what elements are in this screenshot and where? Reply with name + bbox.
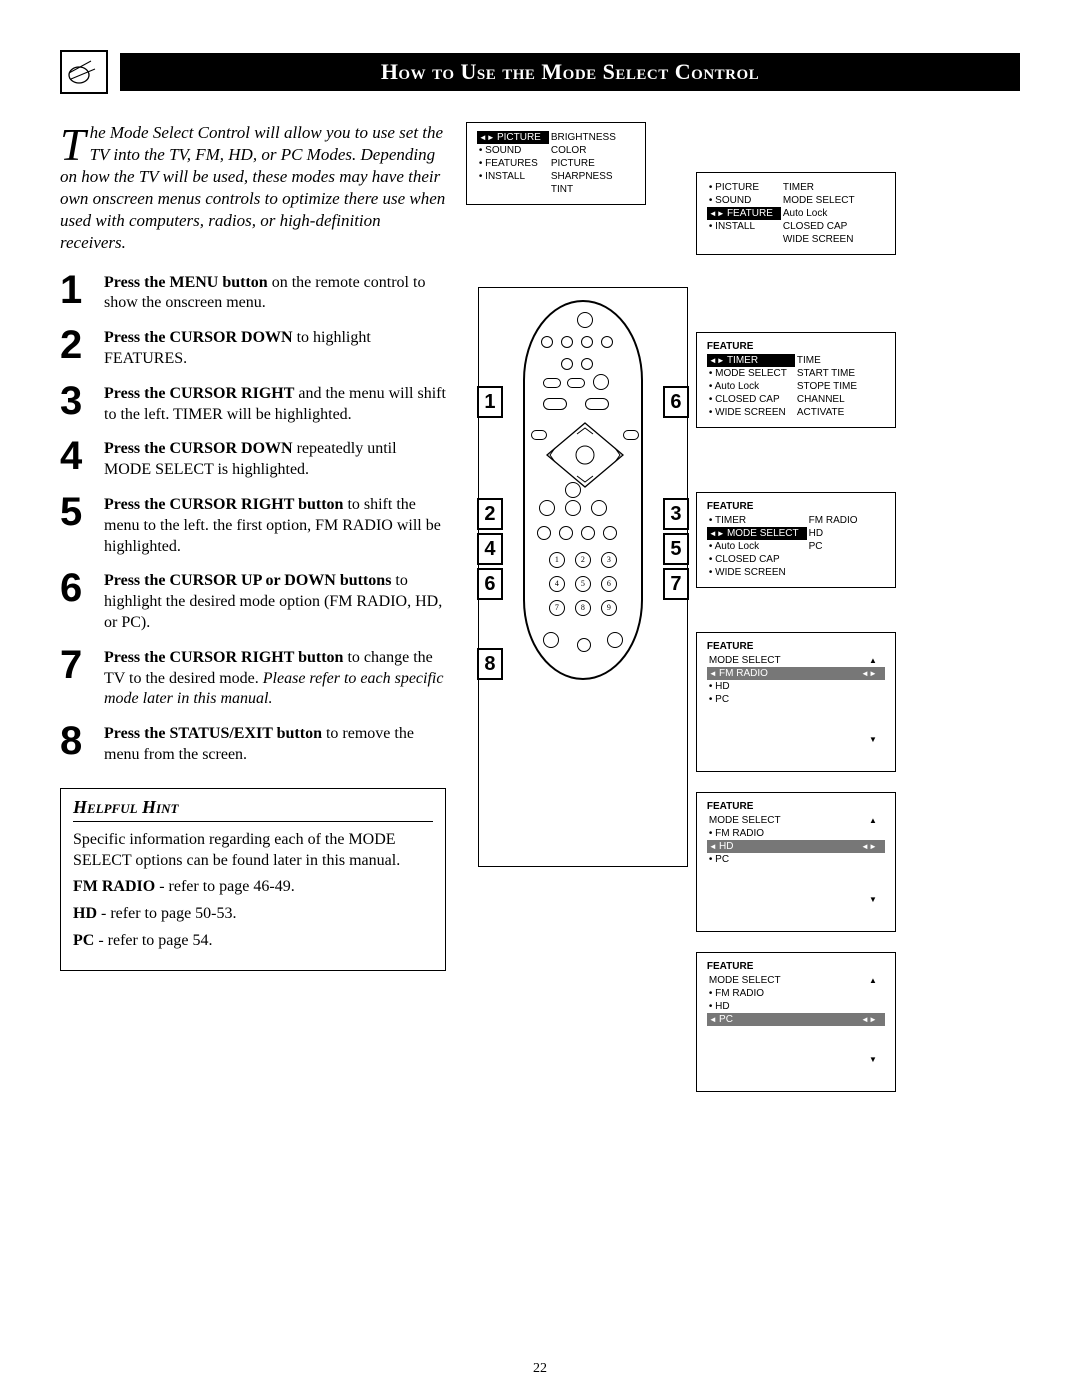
ch-minus-button [591, 500, 607, 516]
step-number: 3 [60, 384, 94, 426]
step-8: 8Press the STATUS/EXIT button to remove … [60, 724, 446, 766]
callout-right-5: 5 [663, 533, 689, 565]
step-2: 2Press the CURSOR DOWN to highlight FEAT… [60, 328, 446, 370]
intro-body: he Mode Select Control will allow you to… [60, 123, 445, 252]
illustration-area: PICTUREBRIGHTNESSSOUNDCOLORFEATURESPICTU… [466, 122, 1020, 971]
status-exit-button [543, 632, 559, 648]
intro-dropcap: T [60, 122, 90, 164]
vol-minus-button [539, 500, 555, 516]
tv-mode-button [559, 526, 573, 540]
cc-button [601, 336, 613, 348]
callout-left-6: 6 [477, 568, 503, 600]
step-body: Press the CURSOR RIGHT and the menu will… [104, 384, 446, 426]
intro-paragraph: The Mode Select Control will allow you t… [60, 122, 446, 255]
osd-menu-fm: FEATUREMODE SELECT▲FM RADIO◄►HDPC▼ [696, 632, 896, 772]
hint-ref: FM RADIO - refer to page 46-49. [73, 877, 433, 898]
callout-right-6: 6 [663, 386, 689, 418]
source-button [593, 374, 609, 390]
helpful-hint-body: Specific information regarding each of t… [73, 830, 433, 872]
ch-plus-button [565, 482, 581, 498]
callout-right-7: 7 [663, 568, 689, 600]
numpad-4: 4 [549, 576, 565, 592]
step-number: 5 [60, 495, 94, 557]
mute-button [565, 500, 581, 516]
step-3: 3Press the CURSOR RIGHT and the menu wil… [60, 384, 446, 426]
numpad-9: 9 [601, 600, 617, 616]
sound-menu-button [623, 430, 639, 440]
numpad-3: 3 [601, 552, 617, 568]
numpad-6: 6 [601, 576, 617, 592]
step-number: 2 [60, 328, 94, 370]
stop-button [581, 336, 593, 348]
helpful-hint-box: Helpful Hint Specific information regard… [60, 788, 446, 971]
step-number: 6 [60, 571, 94, 633]
helpful-hint-title: Helpful Hint [73, 797, 433, 822]
numpad-1: 1 [549, 552, 565, 568]
osd-menu-feature: PICTURETIMERSOUNDMODE SELECTFEATUREAuto … [696, 172, 896, 255]
step-body: Press the STATUS/EXIT button to remove t… [104, 724, 446, 766]
hd-mode-button [581, 526, 595, 540]
manual-logo [60, 50, 108, 94]
osd-menu-modeselect: FEATURETIMERFM RADIOMODE SELECTHDAuto Lo… [696, 492, 896, 588]
hint-ref: HD - refer to page 50-53. [73, 904, 433, 925]
remote-body: 123 456 789 [523, 300, 643, 680]
step-number: 1 [60, 273, 94, 315]
step-7: 7Press the CURSOR RIGHT button to change… [60, 648, 446, 710]
step-body: Press the CURSOR RIGHT button to change … [104, 648, 446, 710]
page-number: 22 [0, 1361, 1080, 1377]
surf-button [607, 632, 623, 648]
step-6: 6Press the CURSOR UP or DOWN buttons to … [60, 571, 446, 633]
zero-button [577, 638, 591, 652]
numpad-5: 5 [575, 576, 591, 592]
callout-left-2: 2 [477, 498, 503, 530]
step-number: 4 [60, 439, 94, 481]
cursor-pad-icon [543, 420, 627, 490]
callout-left-8: 8 [477, 648, 503, 680]
step-4: 4Press the CURSOR DOWN repeatedly until … [60, 439, 446, 481]
osd-menu-pc: FEATUREMODE SELECT▲FM RADIOHDPC◄►▼ [696, 952, 896, 1092]
tvvcr-button [567, 378, 585, 388]
step-body: Press the CURSOR DOWN repeatedly until M… [104, 439, 446, 481]
pc-mode-button [537, 526, 551, 540]
numpad-8: 8 [575, 600, 591, 616]
numpad-2: 2 [575, 552, 591, 568]
hint-ref: PC - refer to page 54. [73, 931, 433, 952]
step-body: Press the CURSOR UP or DOWN buttons to h… [104, 571, 446, 633]
osd-menu-timer: FEATURETIMERTIMEMODE SELECTSTART TIMEAut… [696, 332, 896, 428]
step-5: 5Press the CURSOR RIGHT button to shift … [60, 495, 446, 557]
step-body: Press the MENU button on the remote cont… [104, 273, 446, 315]
pip-button [541, 336, 553, 348]
sleep-button [543, 378, 561, 388]
step-number: 8 [60, 724, 94, 766]
step-body: Press the CURSOR DOWN to highlight FEATU… [104, 328, 446, 370]
rewind-button [561, 336, 573, 348]
page-title: How to Use the Mode Select Control [120, 53, 1020, 91]
menu-button [531, 430, 547, 440]
numpad-7: 7 [549, 600, 565, 616]
play-button [561, 358, 573, 370]
callout-right-3: 3 [663, 498, 689, 530]
auto-sound-button [543, 398, 567, 410]
power-button-icon [577, 312, 593, 328]
radio-mode-button [603, 526, 617, 540]
remote-illustration: 123456789 12468 6357 [478, 287, 688, 867]
pause-button [581, 358, 593, 370]
step-body: Press the CURSOR RIGHT button to shift t… [104, 495, 446, 557]
step-number: 7 [60, 648, 94, 710]
active-ctrl-button [585, 398, 609, 410]
step-1: 1Press the MENU button on the remote con… [60, 273, 446, 315]
callout-left-1: 1 [477, 386, 503, 418]
osd-menu-hd: FEATUREMODE SELECT▲FM RADIOHD◄►PC▼ [696, 792, 896, 932]
callout-left-4: 4 [477, 533, 503, 565]
osd-menu-picture: PICTUREBRIGHTNESSSOUNDCOLORFEATURESPICTU… [466, 122, 646, 205]
